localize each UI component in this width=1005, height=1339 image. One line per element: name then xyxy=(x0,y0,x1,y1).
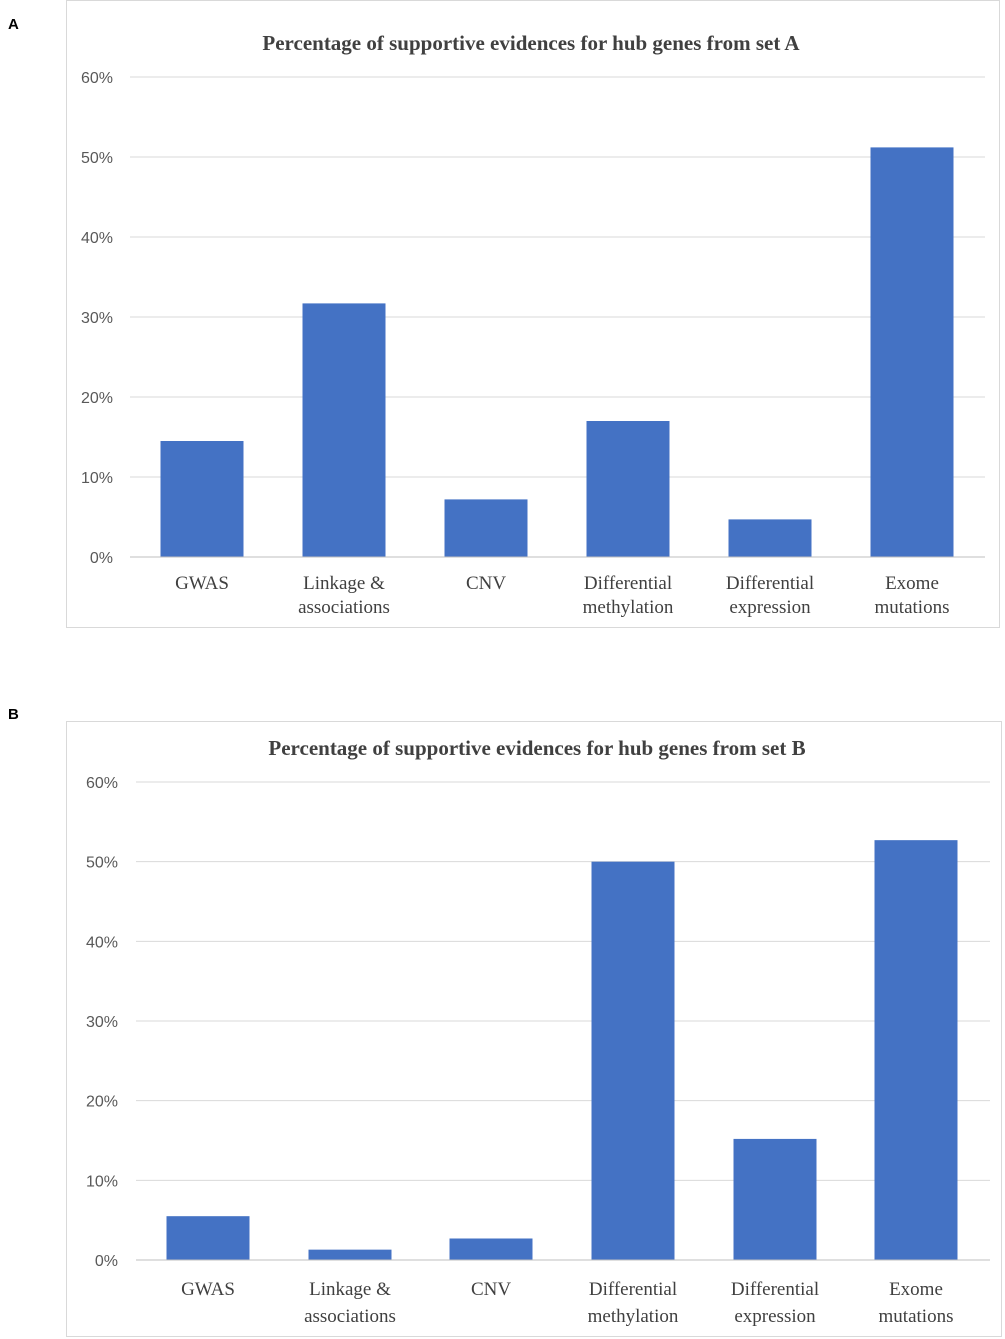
category-label: associations xyxy=(304,1306,396,1327)
bar-5 xyxy=(874,840,958,1260)
y-tick-label: 0% xyxy=(95,1253,118,1270)
bar-1 xyxy=(308,1249,392,1260)
category-label: GWAS xyxy=(181,1279,235,1300)
y-tick-label: 50% xyxy=(81,150,113,167)
bar-0 xyxy=(166,1216,250,1260)
bar-4 xyxy=(728,519,812,557)
bar-2 xyxy=(444,499,528,557)
category-label: Exome xyxy=(889,1279,943,1300)
bar-1 xyxy=(302,303,386,557)
category-label: mutations xyxy=(879,1306,954,1327)
bar-2 xyxy=(449,1238,533,1260)
y-tick-label: 40% xyxy=(81,230,113,247)
category-label: methylation xyxy=(583,597,674,618)
category-label: CNV xyxy=(466,573,506,594)
category-label: associations xyxy=(298,597,390,618)
category-label: Exome xyxy=(885,573,939,594)
bar-4 xyxy=(733,1138,817,1260)
y-tick-label: 30% xyxy=(86,1014,118,1031)
category-label: Linkage & xyxy=(309,1279,391,1300)
bar-0 xyxy=(160,441,244,557)
y-tick-label: 40% xyxy=(86,934,118,951)
category-label: expression xyxy=(729,597,811,618)
panel-letter-a: A xyxy=(8,16,19,33)
bar-chart-a: Percentage of supportive evidences for h… xyxy=(81,31,985,618)
category-label: Differential xyxy=(726,573,814,594)
panel-letter-b: B xyxy=(8,706,19,723)
category-label: mutations xyxy=(875,597,950,618)
y-tick-label: 60% xyxy=(86,775,118,792)
y-tick-label: 30% xyxy=(81,310,113,327)
bar-3 xyxy=(586,421,670,557)
chart-title-b: Percentage of supportive evidences for h… xyxy=(268,736,805,760)
y-tick-label: 10% xyxy=(81,470,113,487)
y-tick-label: 20% xyxy=(81,390,113,407)
bar-3 xyxy=(591,861,675,1260)
category-label: Differential xyxy=(584,573,672,594)
y-tick-label: 60% xyxy=(81,70,113,87)
category-label: CNV xyxy=(471,1279,511,1300)
category-label: Differential xyxy=(731,1279,819,1300)
chart-title-a: Percentage of supportive evidences for h… xyxy=(262,31,800,55)
category-label: expression xyxy=(734,1306,816,1327)
y-tick-label: 20% xyxy=(86,1094,118,1111)
category-label: Linkage & xyxy=(303,573,385,594)
category-label: GWAS xyxy=(175,573,229,594)
category-label: Differential xyxy=(589,1279,677,1300)
y-tick-label: 0% xyxy=(90,550,113,567)
y-tick-label: 10% xyxy=(86,1173,118,1190)
y-tick-label: 50% xyxy=(86,855,118,872)
bar-5 xyxy=(870,147,954,557)
category-label: methylation xyxy=(588,1306,679,1327)
